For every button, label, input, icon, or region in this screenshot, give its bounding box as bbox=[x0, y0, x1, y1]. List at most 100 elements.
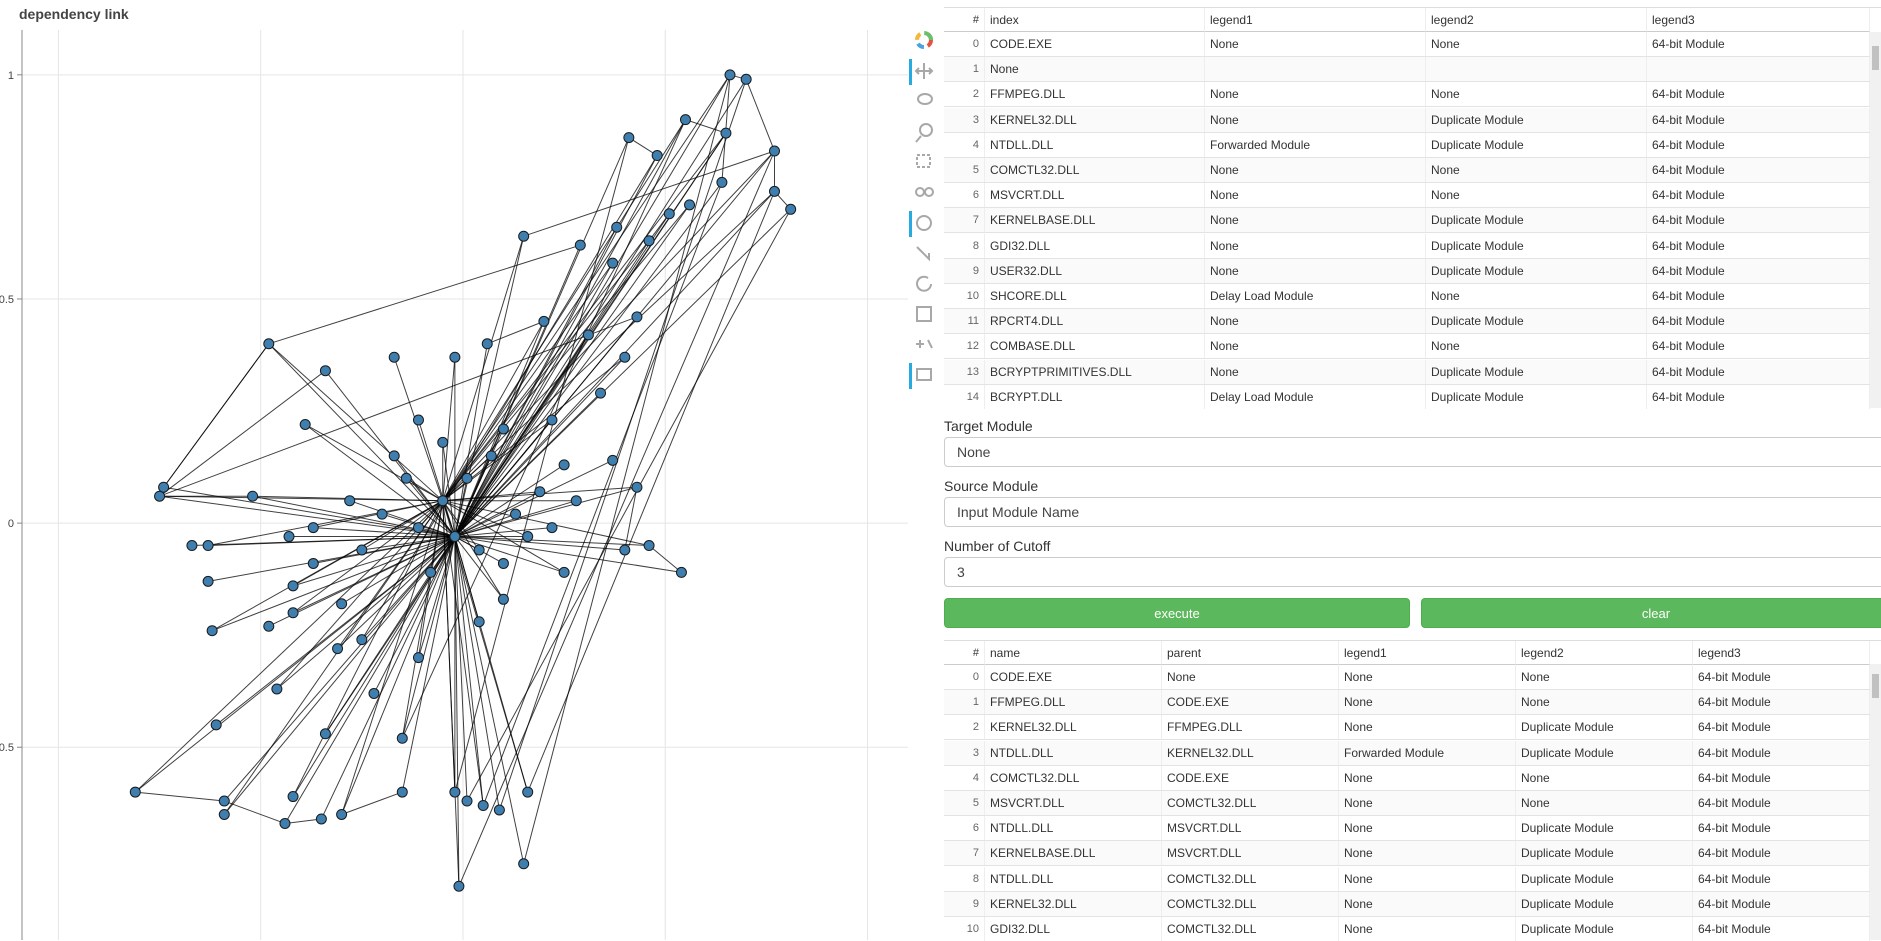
node bbox=[716, 176, 728, 188]
table-cell: COMBASE.DLL bbox=[985, 334, 1205, 359]
zoom-tool[interactable] bbox=[915, 135, 922, 143]
table-row[interactable]: 14 BCRYPT.DLL Delay Load Module Duplicate M… bbox=[944, 384, 1870, 409]
table-row[interactable]: 3 KERNEL32.DLL None Duplicate Module 64-bit … bbox=[944, 107, 1870, 133]
table-cell: Duplicate Module bbox=[1426, 309, 1647, 334]
tap-tool[interactable] bbox=[915, 187, 925, 197]
table-cell: COMCTL32.DLL bbox=[985, 158, 1205, 182]
table-row[interactable]: 1 None bbox=[944, 57, 1870, 83]
table-row[interactable]: 7 KERNELBASE.DLL None Duplicate Module 64-bi… bbox=[944, 208, 1870, 234]
node bbox=[570, 495, 582, 507]
lasso-tool[interactable] bbox=[917, 93, 933, 105]
table-row[interactable]: 12 COMBASE.DLL None None 64-bit Module bbox=[944, 334, 1870, 360]
table-row[interactable]: 10 GDI32.DLL COMCTL32.DLL None Duplicate Mod… bbox=[944, 917, 1870, 941]
table-row[interactable]: 10 SHCORE.DLL Delay Load Module None 64-bit … bbox=[944, 284, 1870, 309]
table-row[interactable]: 8 GDI32.DLL None Duplicate Module 64-bit Mod… bbox=[944, 233, 1870, 259]
text-input[interactable]: Input Module Name bbox=[944, 497, 1881, 527]
table-cell: KERNEL32.DLL bbox=[985, 107, 1205, 132]
row-index: 12 bbox=[944, 334, 985, 359]
table-row[interactable]: 3 NTDLL.DLL KERNEL32.DLL Forwarded Module Du… bbox=[944, 740, 1870, 766]
table-row[interactable]: 8 NTDLL.DLL COMCTL32.DLL None Duplicate Modu… bbox=[944, 866, 1870, 892]
table-row[interactable]: 4 COMCTL32.DLL CODE.EXE None None 64-bit Modu… bbox=[944, 765, 1870, 791]
edge bbox=[292, 536, 456, 587]
edge bbox=[454, 79, 747, 537]
table-row[interactable]: 9 USER32.DLL None Duplicate Module 64-bit Mo… bbox=[944, 258, 1870, 284]
scroll-thumb[interactable] bbox=[1872, 46, 1879, 70]
bokeh-logo[interactable] bbox=[915, 31, 933, 49]
box-select-tool[interactable] bbox=[916, 154, 931, 168]
edge bbox=[454, 191, 775, 537]
table-row[interactable]: 4 NTDLL.DLL Forwarded Module Duplicate Modu… bbox=[944, 132, 1870, 158]
table-cell: 64-bit Module bbox=[1693, 866, 1870, 891]
y-tick-label: 0.5 bbox=[0, 294, 14, 306]
column-header: legend2 bbox=[1426, 8, 1647, 32]
table-row[interactable]: 7 KERNELBASE.DLL MSVCRT.DLL None Duplicate M… bbox=[944, 841, 1870, 867]
node bbox=[643, 235, 655, 247]
table-cell: 64-bit Module bbox=[1647, 107, 1870, 132]
scrollbar[interactable] bbox=[1870, 32, 1881, 408]
edge bbox=[418, 500, 444, 528]
node bbox=[679, 114, 691, 126]
hover-tool[interactable] bbox=[916, 215, 932, 231]
point-draw-tool[interactable] bbox=[916, 339, 933, 349]
row-index: 8 bbox=[944, 233, 985, 258]
button[interactable]: clear bbox=[1421, 598, 1881, 628]
table-cell: None bbox=[1339, 715, 1516, 740]
text-input[interactable]: None bbox=[944, 437, 1881, 467]
reset-tool[interactable] bbox=[916, 275, 932, 292]
table-cell: 64-bit Module bbox=[1693, 791, 1870, 815]
edge bbox=[401, 119, 686, 739]
zoom-tool-lens[interactable] bbox=[919, 123, 933, 137]
scrollbar[interactable] bbox=[1870, 664, 1881, 940]
table-row[interactable]: 5 COMCTL32.DLL None None 64-bit Module bbox=[944, 158, 1870, 183]
table-cell: None bbox=[1426, 32, 1647, 56]
node bbox=[631, 311, 643, 323]
edge bbox=[341, 536, 456, 605]
table-row[interactable]: 2 FFMPEG.DLL None None 64-bit Module bbox=[944, 82, 1870, 108]
table-row[interactable]: 0 CODE.EXE None None None 64-bit Module bbox=[944, 665, 1870, 690]
node bbox=[493, 804, 505, 816]
crosshair-tool[interactable] bbox=[916, 246, 930, 262]
table-cell: None bbox=[1339, 866, 1516, 891]
edge bbox=[373, 536, 456, 694]
table-row[interactable]: 2 KERNEL32.DLL FFMPEG.DLL None Duplicate Mod… bbox=[944, 715, 1870, 741]
node bbox=[307, 522, 319, 534]
table-cell: COMCTL32.DLL bbox=[1162, 866, 1339, 891]
table-cell: Duplicate Module bbox=[1516, 740, 1693, 765]
table-cell: NTDLL.DLL bbox=[985, 132, 1205, 157]
save-tool[interactable] bbox=[916, 306, 932, 322]
row-index: 13 bbox=[944, 359, 985, 384]
edge bbox=[135, 791, 225, 802]
node bbox=[388, 351, 400, 363]
table-cell: None bbox=[1205, 359, 1426, 384]
pan-tool[interactable] bbox=[914, 63, 934, 79]
table-row[interactable]: 1 FFMPEG.DLL CODE.EXE None None 64-bit Module bbox=[944, 690, 1870, 716]
node bbox=[287, 791, 299, 803]
edge bbox=[223, 500, 444, 815]
text-input[interactable]: 3 bbox=[944, 557, 1881, 587]
node bbox=[437, 436, 449, 448]
table-cell: BCRYPTPRIMITIVES.DLL bbox=[985, 359, 1205, 384]
table-row[interactable]: 11 RPCRT4.DLL None Duplicate Module 64-bit M… bbox=[944, 309, 1870, 335]
node bbox=[376, 508, 388, 520]
scroll-thumb[interactable] bbox=[1872, 674, 1879, 698]
edge bbox=[292, 500, 444, 797]
table-row[interactable]: 9 KERNEL32.DLL COMCTL32.DLL None Duplicate M… bbox=[944, 891, 1870, 917]
table-row[interactable]: 6 NTDLL.DLL MSVCRT.DLL None Duplicate Module… bbox=[944, 816, 1870, 842]
table-cell: USER32.DLL bbox=[985, 258, 1205, 283]
row-index: 11 bbox=[944, 309, 985, 334]
table-row[interactable]: 5 MSVCRT.DLL COMCTL32.DLL None None 64-bit Mo… bbox=[944, 791, 1870, 816]
button[interactable]: execute bbox=[944, 598, 1410, 628]
edge bbox=[454, 536, 625, 551]
table-row[interactable]: 6 MSVCRT.DLL None None 64-bit Module bbox=[944, 183, 1870, 209]
table-row[interactable]: 13 BCRYPTPRIMITIVES.DLL None Duplicate Modu… bbox=[944, 359, 1870, 385]
edge bbox=[276, 500, 444, 690]
edit-tool[interactable] bbox=[916, 368, 932, 381]
table-row[interactable]: 0 CODE.EXE None None 64-bit Module bbox=[944, 32, 1870, 57]
table-cell: KERNELBASE.DLL bbox=[985, 208, 1205, 233]
node bbox=[263, 338, 275, 350]
table-cell: None bbox=[1205, 233, 1426, 258]
edge bbox=[628, 137, 658, 156]
edge bbox=[624, 487, 638, 551]
tap-tool-b[interactable] bbox=[924, 187, 934, 197]
table-cell: Delay Load Module bbox=[1205, 284, 1426, 308]
